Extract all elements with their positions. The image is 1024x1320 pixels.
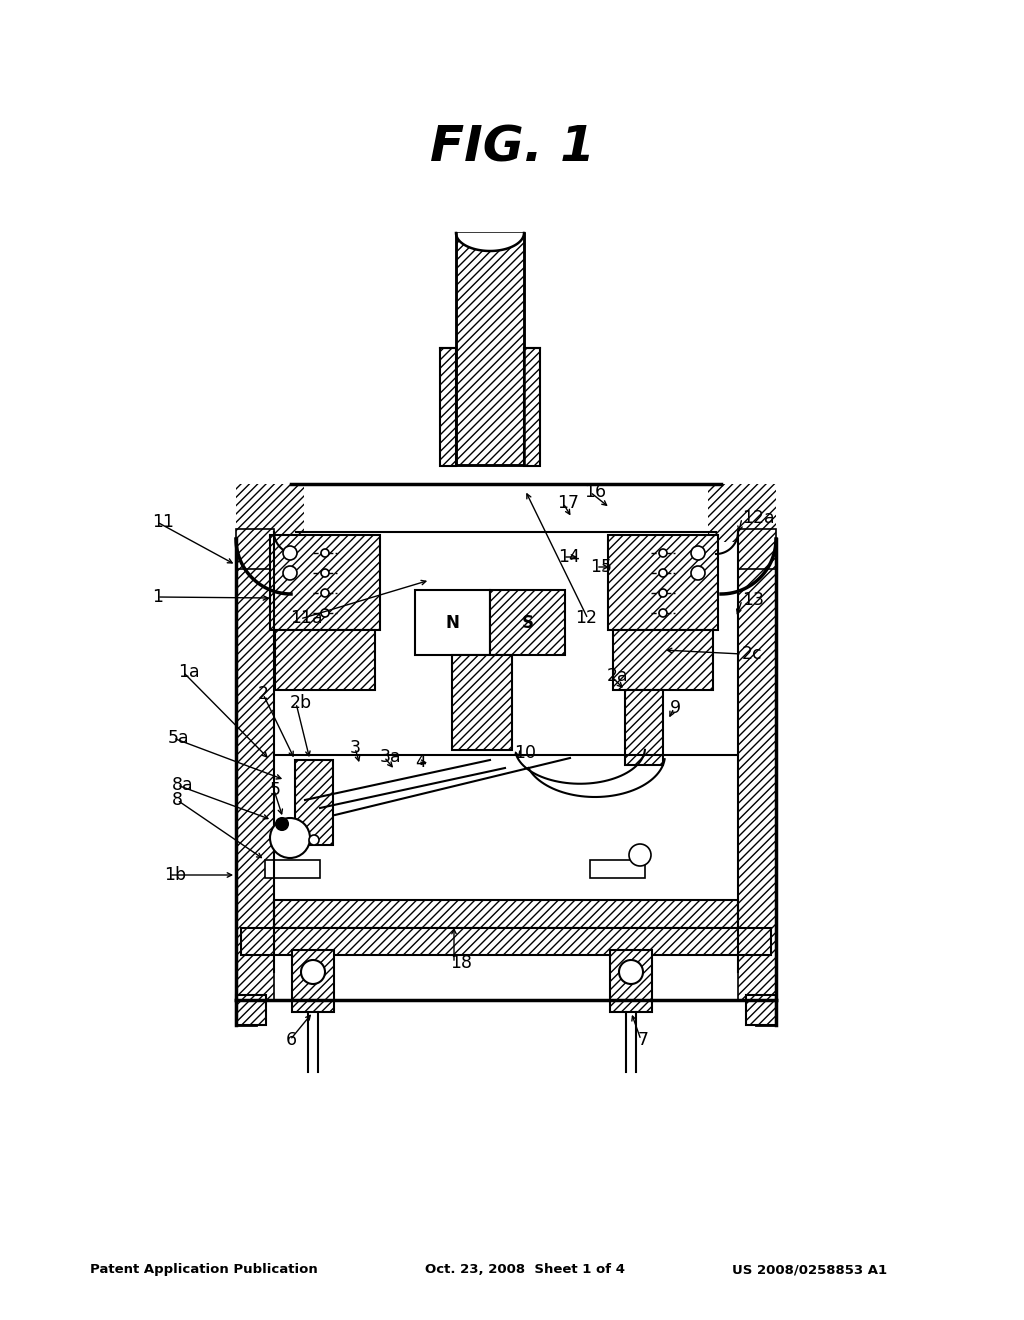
- Bar: [738, 529, 776, 569]
- Text: 18: 18: [450, 954, 472, 972]
- Text: Oct. 23, 2008  Sheet 1 of 4: Oct. 23, 2008 Sheet 1 of 4: [425, 1263, 625, 1276]
- Text: 2b: 2b: [290, 694, 312, 711]
- Text: US 2008/0258853 A1: US 2008/0258853 A1: [732, 1263, 887, 1276]
- Text: 14: 14: [558, 548, 580, 566]
- Bar: [524, 348, 540, 466]
- Circle shape: [659, 609, 667, 616]
- Text: N: N: [445, 614, 460, 631]
- Bar: [292, 950, 334, 1012]
- Text: FIG. 1: FIG. 1: [429, 124, 595, 172]
- Bar: [236, 995, 266, 1026]
- Text: 2a: 2a: [607, 667, 629, 685]
- Text: 5a: 5a: [168, 729, 189, 747]
- Text: 8: 8: [172, 791, 183, 809]
- Text: Patent Application Publication: Patent Application Publication: [90, 1263, 317, 1276]
- Text: 3: 3: [350, 739, 361, 756]
- Bar: [738, 539, 776, 1001]
- Bar: [270, 535, 380, 630]
- Bar: [625, 690, 663, 766]
- Bar: [274, 900, 738, 928]
- Circle shape: [321, 569, 329, 577]
- Circle shape: [321, 609, 329, 616]
- Circle shape: [629, 843, 651, 866]
- Circle shape: [321, 589, 329, 597]
- Text: 12: 12: [575, 609, 597, 627]
- Text: 1b: 1b: [164, 866, 186, 884]
- Text: 13: 13: [742, 591, 764, 609]
- Text: 2: 2: [258, 685, 269, 704]
- Bar: [456, 234, 524, 465]
- Circle shape: [270, 818, 310, 858]
- Bar: [610, 950, 652, 1012]
- Bar: [295, 760, 333, 845]
- Bar: [241, 928, 771, 954]
- Text: 11a: 11a: [290, 609, 323, 627]
- Text: 8a: 8a: [172, 776, 194, 795]
- Bar: [440, 348, 456, 466]
- Text: 5: 5: [270, 781, 281, 799]
- Text: S: S: [521, 614, 534, 631]
- Circle shape: [309, 836, 319, 845]
- Text: 16: 16: [584, 483, 606, 502]
- Circle shape: [618, 960, 643, 983]
- Circle shape: [283, 546, 297, 560]
- Bar: [608, 535, 718, 630]
- Circle shape: [301, 960, 325, 983]
- Bar: [490, 590, 565, 655]
- Bar: [590, 861, 645, 878]
- Circle shape: [283, 566, 297, 579]
- Text: 2c: 2c: [742, 645, 763, 663]
- Text: 9: 9: [670, 700, 681, 717]
- Text: 17: 17: [557, 494, 579, 512]
- Text: 12a: 12a: [742, 510, 774, 527]
- Circle shape: [321, 549, 329, 557]
- Text: 11: 11: [152, 513, 174, 531]
- Bar: [265, 861, 319, 878]
- Circle shape: [691, 546, 705, 560]
- Bar: [746, 995, 776, 1026]
- Text: 1: 1: [152, 587, 163, 606]
- Circle shape: [659, 589, 667, 597]
- Bar: [613, 630, 713, 690]
- Text: 15: 15: [590, 558, 612, 576]
- Text: 6: 6: [286, 1031, 297, 1049]
- Circle shape: [659, 569, 667, 577]
- Text: 4: 4: [415, 752, 426, 771]
- Bar: [236, 484, 304, 543]
- Text: 3a: 3a: [380, 748, 401, 766]
- Bar: [708, 484, 776, 543]
- Circle shape: [659, 549, 667, 557]
- Circle shape: [691, 566, 705, 579]
- Bar: [236, 529, 274, 569]
- Bar: [275, 630, 375, 690]
- Circle shape: [276, 818, 288, 830]
- Text: 10: 10: [514, 744, 536, 762]
- Bar: [415, 590, 490, 655]
- Polygon shape: [456, 234, 524, 251]
- Text: 1a: 1a: [178, 663, 200, 681]
- Text: 7: 7: [638, 1031, 649, 1049]
- Bar: [236, 539, 274, 1001]
- Bar: [452, 655, 512, 750]
